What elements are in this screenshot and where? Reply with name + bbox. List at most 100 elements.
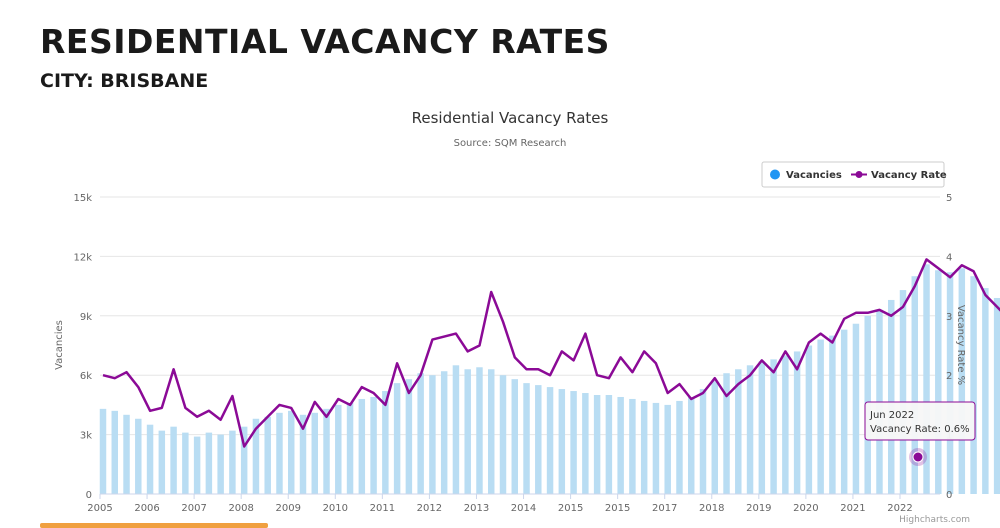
y-right-axis-title: Vacancy Rate % — [955, 305, 966, 385]
vacancies-bar[interactable] — [664, 404, 671, 494]
vacancies-bar[interactable] — [593, 395, 601, 494]
vacancies-bar[interactable] — [488, 369, 495, 494]
vacancies-bar[interactable] — [452, 365, 460, 494]
vacancies-bar[interactable] — [958, 268, 966, 494]
vacancies-bar[interactable] — [252, 418, 260, 494]
vacancies-bar[interactable] — [688, 396, 695, 494]
vacancies-bar[interactable] — [111, 410, 118, 494]
x-tick-label: 2015 — [605, 503, 630, 514]
vacancies-bar[interactable] — [982, 288, 989, 494]
vacancies-bar[interactable] — [699, 389, 707, 494]
x-tick-label: 2009 — [276, 503, 301, 514]
vacancies-bar[interactable] — [276, 412, 283, 494]
vacancies-bar[interactable] — [817, 339, 824, 494]
vacancies-bar[interactable] — [135, 418, 142, 494]
vacancies-bar[interactable] — [558, 389, 566, 494]
chart-subtitle: Source: SQM Research — [454, 138, 567, 149]
vacancies-bar[interactable] — [499, 375, 507, 494]
vacancies-bar[interactable] — [511, 379, 518, 494]
legend-vacancies-label[interactable]: Vacancies — [786, 170, 842, 181]
vacancies-bar[interactable] — [205, 432, 213, 494]
vacancies-bar[interactable] — [182, 432, 189, 494]
vacancies-bar[interactable] — [440, 371, 448, 494]
vacancies-bar[interactable] — [170, 426, 177, 494]
vacancy-rate-path[interactable] — [102, 258, 1000, 461]
x-tick-label: 2022 — [887, 503, 912, 514]
vacancies-bar[interactable] — [570, 391, 577, 494]
axis-layer: 003k16k29k312k415k5200520062007200820092… — [73, 193, 952, 514]
x-tick-label: 2008 — [228, 503, 253, 514]
vacancies-bar[interactable] — [288, 410, 295, 494]
vacancies-bar[interactable] — [676, 400, 683, 494]
chart-credit[interactable]: Highcharts.com — [899, 515, 970, 525]
vacancies-bar[interactable] — [770, 359, 777, 494]
vacancies-bar[interactable] — [370, 396, 377, 494]
vacancies-bar[interactable] — [640, 400, 648, 494]
vacancies-bar[interactable] — [793, 351, 801, 494]
legend-vacancies-marker[interactable] — [770, 169, 780, 180]
vacancies-bar[interactable] — [429, 375, 436, 494]
y-right-tick-label: 4 — [946, 252, 952, 263]
vacancies-bar[interactable] — [346, 402, 354, 494]
x-tick-label: 2006 — [134, 503, 159, 514]
vacancies-bar[interactable] — [323, 408, 330, 494]
vacancies-bar[interactable] — [617, 396, 624, 494]
y-right-tick-label: 3 — [946, 312, 952, 323]
x-tick-label: 2019 — [746, 503, 771, 514]
vacancies-bar[interactable] — [299, 414, 307, 494]
vacancies-bar[interactable] — [358, 398, 366, 494]
vacancies-bar[interactable] — [311, 412, 318, 494]
vacancies-bar[interactable] — [605, 395, 613, 494]
vacancies-bar[interactable] — [888, 299, 895, 494]
legend-vacancy-rate-marker[interactable] — [855, 171, 863, 178]
vacancies-bar[interactable] — [158, 430, 166, 494]
x-tick-label: 2013 — [464, 503, 489, 514]
vacancies-bar[interactable] — [476, 367, 483, 494]
vacancies-bar[interactable] — [746, 365, 754, 494]
vacancies-bar[interactable] — [417, 373, 424, 494]
vacancies-bar[interactable] — [923, 264, 930, 494]
legend-vacancy-rate-label[interactable]: Vacancy Rate — [871, 170, 947, 181]
vacancies-bar[interactable] — [546, 387, 554, 494]
page-title: RESIDENTIAL VACANCY RATES — [40, 22, 610, 61]
vacancies-bar[interactable] — [264, 416, 271, 494]
tooltip-title: Jun 2022 — [869, 410, 914, 421]
tooltip-box — [864, 401, 976, 441]
vacancies-bar[interactable] — [393, 383, 401, 494]
vacancies-bar[interactable] — [582, 393, 589, 494]
vacancies-bar[interactable] — [99, 408, 107, 494]
vacancies-bar[interactable] — [711, 381, 718, 494]
vacancies-bar[interactable] — [946, 272, 954, 494]
vacancies-bar[interactable] — [758, 361, 766, 494]
vacancies-bar[interactable] — [217, 434, 224, 494]
vacancies-bar[interactable] — [382, 391, 389, 494]
vacancies-bar[interactable] — [829, 335, 836, 494]
vacancies-bar[interactable] — [970, 276, 977, 494]
vacancies-bar[interactable] — [840, 329, 848, 494]
vacancies-bar[interactable] — [911, 276, 918, 494]
vacancies-bar[interactable] — [123, 414, 130, 494]
vacancies-bar[interactable] — [935, 270, 942, 494]
vacancies-bar[interactable] — [993, 297, 1000, 494]
vacancies-bar[interactable] — [899, 290, 907, 494]
vacancies-bar[interactable] — [240, 426, 248, 494]
chart-tooltip: Jun 2022 Vacancy Rate: 0.6% — [864, 401, 976, 466]
vacancies-bar[interactable] — [723, 373, 730, 494]
y-right-tick-label: 2 — [946, 371, 952, 382]
vacancies-bar[interactable] — [535, 385, 542, 494]
tooltip-text: Vacancy Rate: 0.6% — [870, 424, 970, 435]
vacancies-bar[interactable] — [335, 404, 342, 494]
vacancies-bar[interactable] — [629, 398, 636, 494]
vacancies-bar[interactable] — [523, 383, 530, 494]
vacancies-bar[interactable] — [405, 379, 413, 494]
vacancies-bar[interactable] — [193, 436, 201, 494]
vacancies-bar[interactable] — [464, 369, 471, 494]
vacancies-bar[interactable] — [146, 424, 154, 494]
vacancies-bar[interactable] — [852, 323, 860, 494]
vacancies-bar[interactable] — [735, 369, 742, 494]
vacancies-bar[interactable] — [229, 430, 236, 494]
vacancies-bar[interactable] — [782, 355, 789, 494]
vacancies-bar[interactable] — [805, 345, 813, 495]
vacancies-bar[interactable] — [652, 402, 660, 494]
